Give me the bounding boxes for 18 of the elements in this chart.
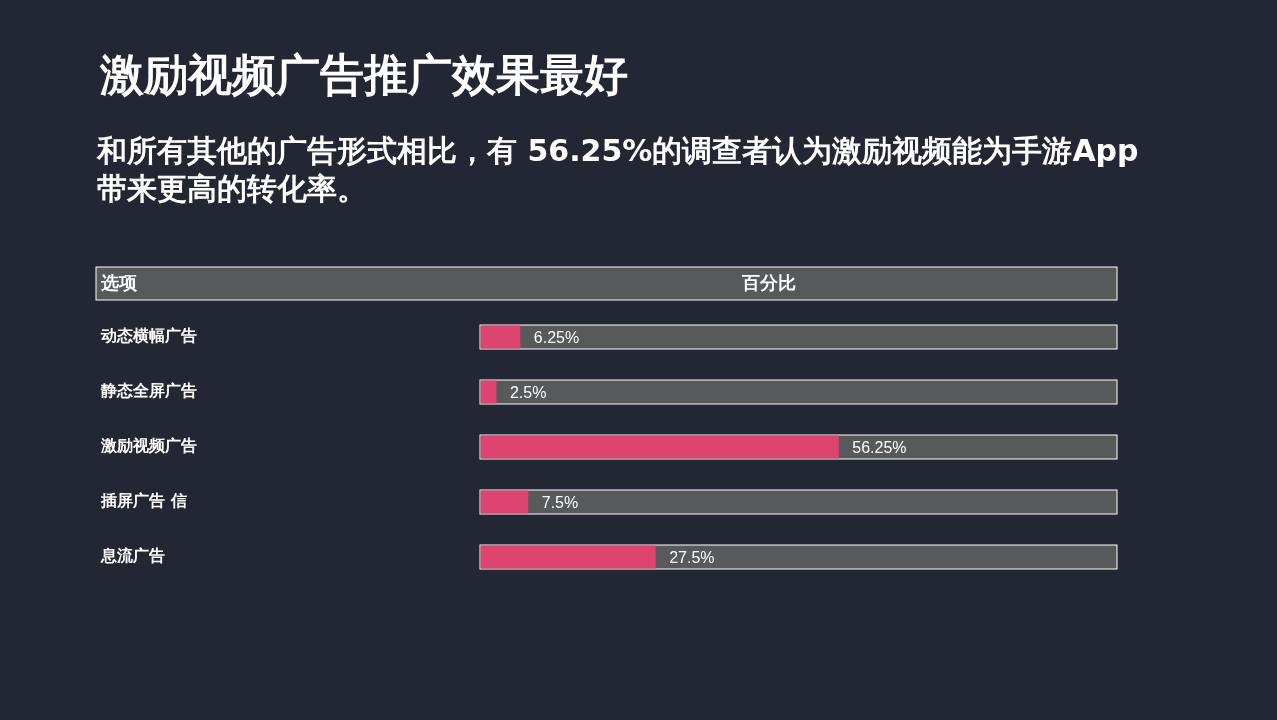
data-label: 6.25% [533, 329, 580, 346]
y-tick-label: 插屏广告 信 [100, 491, 187, 510]
data-label: 2.5% [509, 384, 547, 401]
chart-subtitle: 和所有其他的广告形式相比，有 56.25%的调查者认为激励视频能为手游App 带来更高的转化率。 [96, 133, 1150, 206]
data-label: 56.25% [852, 439, 907, 456]
y-axis-title: 选项 [100, 272, 137, 293]
y-tick-label: 息流广告 [100, 546, 165, 565]
chart-title: 激励视频广告推广效果最好 [99, 49, 628, 100]
bar [480, 545, 656, 569]
bar [480, 325, 521, 349]
data-label: 27.5% [669, 549, 715, 566]
bar [480, 380, 497, 404]
x-axis-title: 百分比 [740, 272, 796, 293]
y-tick-label: 激励视频广告 [100, 436, 197, 455]
y-tick-label: 动态横幅广告 [100, 326, 197, 345]
y-tick-label: 静态全屏广告 [100, 381, 197, 400]
data-label: 7.5% [541, 494, 579, 511]
bar [480, 490, 529, 514]
